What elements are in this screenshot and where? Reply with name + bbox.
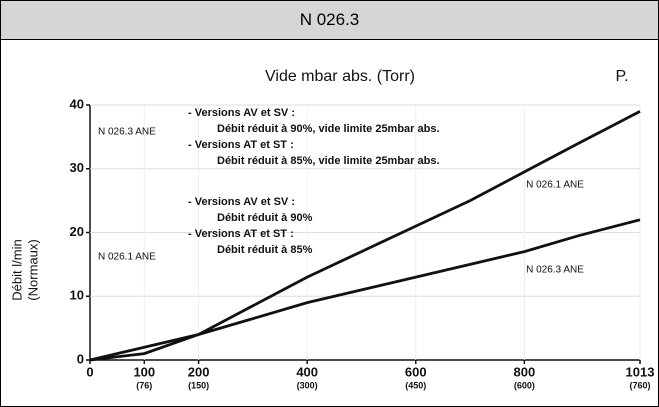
x-tick-label: 400	[296, 364, 318, 379]
x-tick-label: 100	[133, 364, 155, 379]
chart-title: Vide mbar abs. (Torr)	[265, 68, 415, 85]
y-tick-label: 30	[70, 160, 84, 175]
x-tick-label: 0	[86, 364, 93, 379]
corner-label: P.	[615, 68, 628, 85]
y-axis-label: Débit l/min	[9, 239, 24, 300]
y-tick-label: 40	[70, 96, 84, 111]
line-series	[89, 218, 641, 362]
annotation: - Versions AV et SV :	[188, 107, 295, 119]
x2-tick-label: (600)	[514, 380, 535, 390]
annotation: - Versions AV et SV :	[188, 196, 295, 208]
x-tick-label: 800	[514, 364, 536, 379]
annotation: Débit réduit à 85%	[217, 244, 313, 256]
chart: Vide mbar abs. (Torr) P. Débit l/min (No…	[9, 68, 655, 390]
series-label: N 026.1 ANE	[526, 180, 584, 191]
y-tick-label: 20	[70, 224, 84, 239]
annotation: Débit réduit à 90%	[217, 212, 313, 224]
x2-tick-label: (760)	[629, 380, 650, 390]
x-tick-label: 1013	[626, 364, 655, 379]
annotation: Débit réduit à 85%, vide limite 25mbar a…	[217, 155, 440, 167]
y-tick-label: 0	[77, 351, 84, 366]
annotation: - Versions AT et ST :	[188, 139, 294, 151]
x-tick-label: 600	[405, 364, 427, 379]
x2-tick-label: (150)	[188, 380, 209, 390]
annotation: N 026.1 ANE	[98, 252, 156, 263]
header-title: N 026.3	[1, 1, 658, 40]
x2-tick-label: (300)	[297, 380, 318, 390]
x2-tick-label: (450)	[405, 380, 426, 390]
y-axis-label: (Normaux)	[25, 239, 40, 300]
annotation: Débit réduit à 90%, vide limite 25mbar a…	[217, 123, 440, 135]
annotation: - Versions AT et ST :	[188, 228, 294, 240]
x-tick-label: 200	[188, 364, 210, 379]
x2-tick-label: (76)	[136, 380, 152, 390]
y-tick-label: 10	[70, 288, 84, 303]
line-series	[89, 110, 641, 362]
annotation: N 026.3 ANE	[98, 127, 156, 138]
series-label: N 026.3 ANE	[526, 265, 584, 276]
